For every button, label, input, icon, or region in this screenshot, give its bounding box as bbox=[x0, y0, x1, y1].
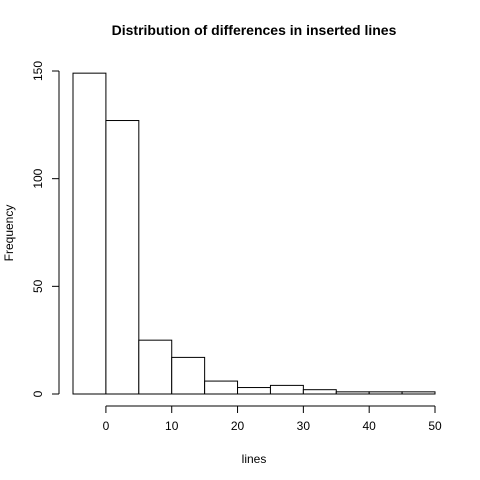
x-tick-label: 0 bbox=[103, 419, 110, 433]
histogram-bar bbox=[401, 391, 436, 395]
histogram-bar bbox=[368, 391, 403, 395]
y-tick-label: 100 bbox=[31, 168, 45, 188]
histogram-bar bbox=[171, 356, 206, 395]
x-tick-label: 20 bbox=[231, 419, 245, 433]
y-axis: 0 50 100 150 bbox=[31, 61, 60, 397]
bars-group bbox=[72, 72, 436, 395]
y-tick-label: 150 bbox=[31, 61, 45, 81]
histogram-bar bbox=[204, 380, 239, 395]
x-tick-label: 10 bbox=[165, 419, 179, 433]
x-tick-label: 40 bbox=[363, 419, 377, 433]
chart-title: Distribution of differences in inserted … bbox=[112, 22, 397, 38]
y-axis-label: Frequency bbox=[2, 205, 16, 262]
x-tick-label: 30 bbox=[297, 419, 311, 433]
histogram-bar bbox=[335, 391, 370, 395]
y-tick-label: 0 bbox=[31, 390, 45, 397]
x-axis: 0 10 20 30 40 50 bbox=[103, 405, 442, 433]
histogram-bar bbox=[138, 339, 173, 395]
x-tick-label: 50 bbox=[428, 419, 442, 433]
y-tick-label: 50 bbox=[31, 279, 45, 293]
histogram-bar bbox=[105, 120, 140, 395]
histogram-bar bbox=[302, 389, 337, 395]
histogram-bar bbox=[269, 384, 304, 395]
histogram-bar bbox=[72, 72, 107, 395]
histogram-bar bbox=[237, 387, 271, 395]
x-axis-label: lines bbox=[242, 452, 267, 466]
